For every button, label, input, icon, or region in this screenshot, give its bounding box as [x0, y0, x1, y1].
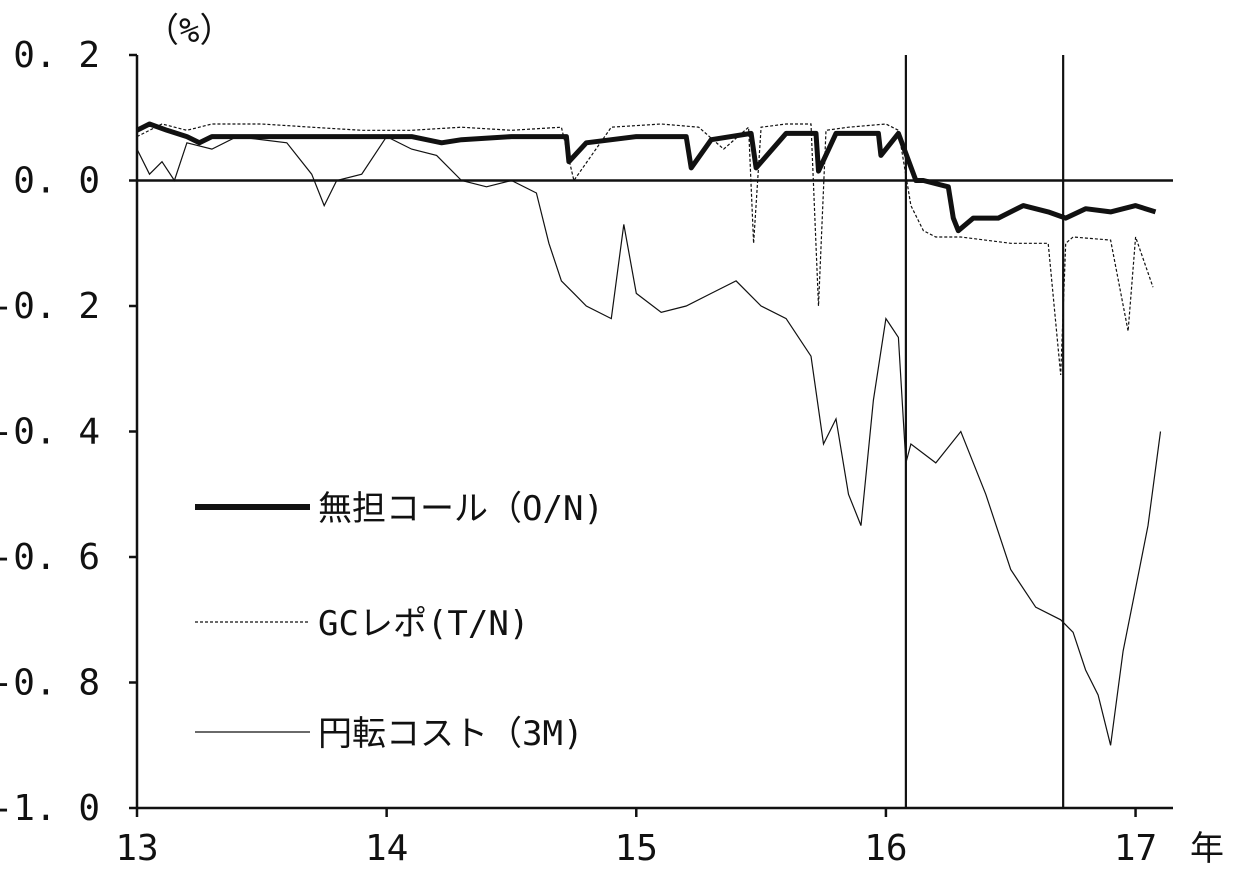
reference-lines	[137, 55, 1173, 808]
y-unit-label: （%）	[145, 11, 233, 51]
series-group	[135, 121, 1162, 746]
series-gc-repo-line	[136, 123, 1154, 376]
x-unit-label: 年	[1190, 829, 1224, 869]
legend: 無担コール（O/N) GCレポ(T/N) 円転コスト（3M)	[195, 489, 604, 754]
y-tick-label: -0. 4	[0, 412, 100, 453]
y-tick-label: -0. 2	[0, 286, 100, 327]
y-tick-label: -1. 0	[0, 788, 100, 829]
legend-label-call: 無担コール（O/N)	[318, 489, 604, 529]
x-tick-label: 13	[115, 828, 158, 869]
tick-group: 0. 2 0. 0 -0. 2 -0. 4 -0. 6 -0. 8 -1. 0 13 14 15 1…	[0, 35, 1157, 869]
y-tick-label: -0. 8	[0, 663, 100, 704]
legend-label-gc-repo: GCレポ(T/N)	[318, 604, 529, 644]
series-yen-conversion-cost-line	[136, 135, 1162, 746]
axes	[135, 55, 1173, 810]
series-call-overnight-line	[135, 121, 1157, 234]
y-tick-label: 0. 2	[13, 35, 100, 76]
y-tick-label: 0. 0	[13, 161, 100, 202]
x-tick-label: 17	[1114, 828, 1157, 869]
legend-label-yen-cost: 円転コスト（3M)	[318, 714, 583, 754]
x-tick-label: 16	[864, 828, 907, 869]
x-tick-label: 15	[615, 828, 658, 869]
x-tick-label: 14	[365, 828, 408, 869]
y-tick-label: -0. 6	[0, 537, 100, 578]
